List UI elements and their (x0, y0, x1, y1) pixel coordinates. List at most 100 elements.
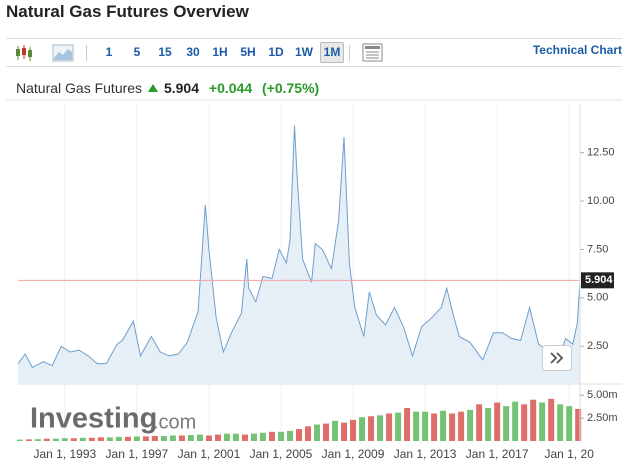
quote-line: Natural Gas Futures 5.904 +0.044 (+0.75%… (16, 80, 319, 96)
volume-bar (368, 416, 375, 441)
volume-bar (449, 413, 456, 441)
volume-bar (350, 419, 357, 441)
volume-bar (259, 432, 266, 441)
volume-bar (296, 429, 302, 441)
interval-button[interactable]: 30 (186, 45, 200, 59)
price-line (17, 125, 581, 369)
volume-bar (268, 431, 275, 441)
interval-button[interactable]: 1M (320, 42, 344, 63)
volume-bar (34, 439, 41, 441)
technical-chart-link[interactable]: Technical Chart (532, 43, 622, 57)
instrument-name: Natural Gas Futures (16, 80, 143, 96)
y-tick-label: 2.50m (587, 412, 618, 424)
change: +0.044 (208, 80, 253, 96)
volume-bar (332, 420, 339, 441)
volume-bar (512, 401, 519, 441)
watermark-brand: Investing (30, 403, 157, 435)
volume-bar (323, 423, 330, 441)
x-tick-label: Jan 1, 2017 (466, 447, 529, 461)
y-tick-label: 10.00 (587, 195, 615, 207)
volume-bar (124, 436, 131, 441)
volume-bar (106, 437, 113, 441)
volume-bar (566, 406, 573, 441)
page-title: Natural Gas Futures Overview (6, 2, 249, 21)
last-price: 5.904 (163, 80, 199, 96)
interval-button[interactable]: 1 (105, 45, 113, 59)
interval-button[interactable]: 1D (268, 45, 284, 59)
volume-bar (196, 434, 203, 441)
interval-button[interactable]: 5H (240, 45, 256, 59)
volume-bar (223, 433, 230, 441)
layout-icon[interactable] (362, 43, 384, 63)
volume-bar (539, 402, 546, 441)
scroll-button[interactable] (542, 345, 572, 371)
x-tick-label: Jan 1, 2009 (322, 447, 385, 461)
volume-bar (422, 411, 429, 441)
volume-bar (232, 433, 239, 441)
toolbar: Technical Chart 1 5 15 30 1H 5H 1D 1W 1M (6, 38, 622, 67)
volume-bar (115, 436, 122, 441)
volume-bar (160, 435, 167, 441)
separator (349, 45, 350, 61)
volume-bar (341, 422, 348, 441)
y-tick-label: 7.50 (587, 243, 608, 255)
watermark-suffix: .com (153, 411, 196, 433)
volume-bar (61, 438, 68, 441)
last-price-tag (581, 272, 614, 289)
area-icon[interactable] (52, 43, 74, 63)
volume-bar (133, 436, 140, 441)
volume-bar (178, 435, 185, 441)
volume-bar (305, 426, 312, 441)
volume-bar (494, 402, 501, 441)
separator (86, 45, 87, 61)
volume-bar (277, 431, 284, 441)
volume-bar (79, 437, 86, 441)
volume-bar (440, 410, 447, 441)
y-tick-label: 5.00m (587, 389, 618, 401)
volume-bar (467, 409, 474, 441)
volume-bar (286, 430, 293, 441)
volume-bar (485, 408, 492, 441)
interval-button[interactable]: 15 (158, 45, 172, 59)
volume-bar (557, 404, 564, 441)
change-percent: (+0.75%) (262, 80, 320, 96)
volume-bar (386, 413, 393, 441)
x-tick-label: Jan 1, 2013 (394, 447, 457, 461)
interval-button[interactable]: 1H (212, 45, 228, 59)
volume-bar (476, 404, 483, 441)
price-area (18, 125, 580, 383)
volume-bar (25, 439, 32, 441)
watermark: Investing .com (30, 403, 196, 435)
y-tick-label: 2.50 (587, 340, 608, 352)
interval-button[interactable]: 1W (295, 45, 313, 59)
volume-bar (43, 438, 50, 441)
volume-bar (250, 433, 257, 441)
x-tick-label: Jan 1, 2005 (250, 447, 313, 461)
volume-bar (151, 435, 158, 441)
volume-bar (575, 408, 582, 441)
interval-button[interactable]: 5 (133, 45, 141, 59)
volume-bar (413, 411, 420, 441)
volume-bar (521, 404, 528, 441)
volume-bar (16, 439, 23, 441)
volume-bar (187, 435, 194, 441)
y-tick-label: 5.00 (587, 292, 608, 304)
volume-bar (458, 411, 465, 441)
last-price-label: 5.904 (585, 274, 613, 286)
volume-bar (142, 436, 149, 441)
volume-bar (169, 435, 176, 441)
volume-bar (530, 399, 537, 441)
volume-bar (88, 437, 95, 441)
candles-icon[interactable] (14, 43, 34, 63)
x-tick-label: Jan 1, 2001 (178, 447, 241, 461)
volume-bar (548, 398, 555, 441)
x-tick-label: Jan 1, 1997 (106, 447, 169, 461)
x-tick-label: Jan 1, 20 (545, 447, 595, 461)
y-tick-label: 12.50 (587, 147, 615, 159)
volume-bar (52, 438, 59, 441)
volume-bar (404, 408, 411, 441)
volume-bar (314, 424, 321, 441)
volume-bar (214, 434, 221, 441)
